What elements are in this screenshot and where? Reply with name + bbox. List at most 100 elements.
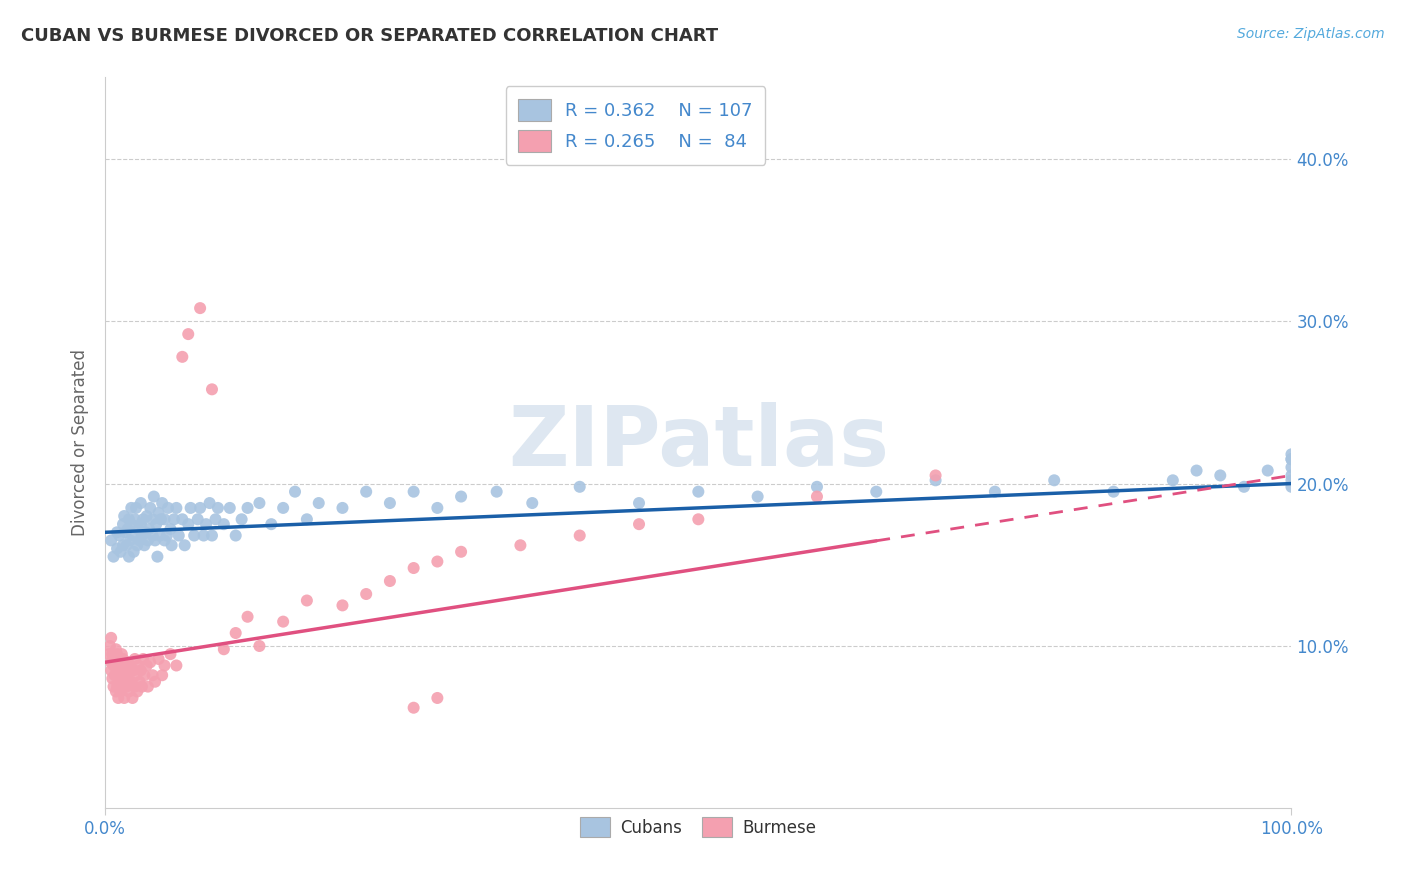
Point	[568, 528, 591, 542]
Point	[111, 680, 134, 694]
Point	[1185, 464, 1208, 478]
Text: Source: ZipAtlas.com: Source: ZipAtlas.com	[1237, 27, 1385, 41]
Point	[806, 480, 828, 494]
Point	[105, 680, 128, 694]
Point	[1102, 484, 1125, 499]
Point	[110, 545, 132, 559]
Point	[402, 700, 425, 714]
Point	[249, 496, 271, 510]
Point	[271, 500, 294, 515]
Point	[112, 690, 135, 705]
Point	[100, 664, 122, 678]
Point	[111, 517, 134, 532]
Point	[260, 517, 283, 532]
Point	[111, 538, 134, 552]
Point	[129, 496, 152, 510]
Point	[332, 500, 354, 515]
Point	[131, 680, 153, 694]
Point	[129, 664, 152, 678]
Point	[183, 528, 205, 542]
Point	[142, 512, 165, 526]
Point	[143, 674, 166, 689]
Point	[128, 674, 150, 689]
Point	[124, 512, 146, 526]
Point	[204, 512, 226, 526]
Point	[114, 655, 136, 669]
Text: CUBAN VS BURMESE DIVORCED OR SEPARATED CORRELATION CHART: CUBAN VS BURMESE DIVORCED OR SEPARATED C…	[21, 27, 718, 45]
Point	[688, 512, 710, 526]
Point	[159, 647, 181, 661]
Point	[1281, 452, 1303, 467]
Point	[212, 642, 235, 657]
Point	[136, 680, 159, 694]
Point	[212, 517, 235, 532]
Point	[195, 517, 218, 532]
Point	[1281, 480, 1303, 494]
Point	[120, 517, 142, 532]
Point	[308, 496, 330, 510]
Point	[105, 525, 128, 540]
Point	[354, 587, 377, 601]
Legend: Cubans, Burmese: Cubans, Burmese	[574, 810, 823, 844]
Point	[104, 668, 127, 682]
Text: ZIPatlas: ZIPatlas	[508, 402, 889, 483]
Point	[115, 538, 138, 552]
Point	[121, 528, 143, 542]
Point	[522, 496, 544, 510]
Point	[378, 574, 401, 588]
Point	[1257, 464, 1279, 478]
Point	[111, 647, 134, 661]
Point	[115, 664, 138, 678]
Point	[138, 522, 160, 536]
Point	[354, 484, 377, 499]
Point	[188, 500, 211, 515]
Point	[118, 512, 141, 526]
Point	[157, 500, 180, 515]
Point	[120, 533, 142, 548]
Point	[117, 522, 139, 536]
Point	[426, 690, 449, 705]
Point	[1281, 452, 1303, 467]
Point	[131, 528, 153, 542]
Point	[1233, 480, 1256, 494]
Point	[105, 541, 128, 556]
Point	[172, 350, 194, 364]
Point	[1161, 473, 1184, 487]
Point	[688, 484, 710, 499]
Point	[101, 672, 124, 686]
Point	[149, 528, 172, 542]
Point	[924, 468, 946, 483]
Point	[108, 674, 131, 689]
Point	[295, 512, 318, 526]
Point	[104, 652, 127, 666]
Point	[402, 561, 425, 575]
Point	[127, 538, 149, 552]
Point	[177, 517, 200, 532]
Point	[124, 680, 146, 694]
Point	[108, 528, 131, 542]
Point	[100, 533, 122, 548]
Point	[1281, 473, 1303, 487]
Point	[177, 327, 200, 342]
Point	[426, 500, 449, 515]
Point	[148, 506, 170, 520]
Point	[402, 484, 425, 499]
Point	[103, 680, 125, 694]
Point	[100, 631, 122, 645]
Point	[124, 652, 146, 666]
Point	[103, 658, 125, 673]
Point	[193, 528, 215, 542]
Point	[249, 639, 271, 653]
Point	[1281, 447, 1303, 461]
Point	[156, 528, 179, 542]
Point	[1043, 473, 1066, 487]
Point	[225, 528, 247, 542]
Point	[153, 658, 176, 673]
Point	[111, 668, 134, 682]
Point	[120, 500, 142, 515]
Point	[568, 480, 591, 494]
Point	[142, 490, 165, 504]
Point	[135, 525, 157, 540]
Point	[187, 512, 209, 526]
Point	[139, 500, 162, 515]
